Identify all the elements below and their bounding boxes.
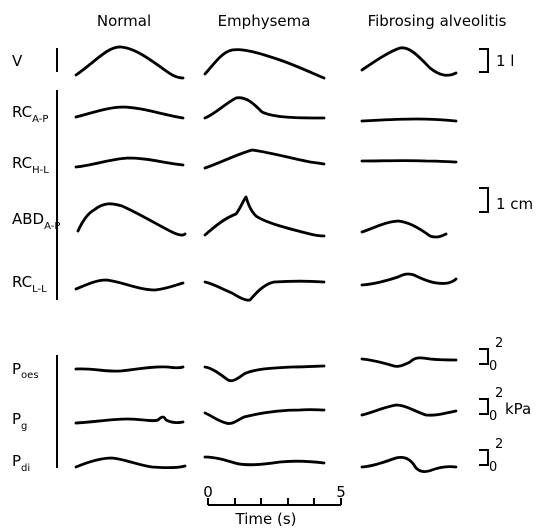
column-header-emphysema: Emphysema <box>218 12 311 30</box>
row-label-rc-hl: RCH-L <box>12 154 49 176</box>
scale-volume-bracket: 1 l <box>479 48 514 73</box>
trace-emphysema-rc-ap <box>203 96 326 120</box>
trace-emphysema-rc-ll <box>203 279 326 302</box>
trace-normal-v <box>74 45 185 80</box>
row-label-rc-ap: RCA-P <box>12 103 48 125</box>
row-label-abd-ap: ABDA-P <box>12 210 60 232</box>
trace-normal-p-g <box>74 415 185 425</box>
trace-normal-abd-ap <box>76 202 187 237</box>
scale-pressure-unit: kPa <box>505 400 531 418</box>
row-label-p-di: Pdi <box>12 452 30 474</box>
trace-emphysema-p-di <box>203 455 326 467</box>
trace-normal-p-di <box>74 456 187 470</box>
trace-emphysema-p-g <box>203 408 326 425</box>
trace-emphysema-p-oes <box>203 364 326 383</box>
trace-fibrosing-rc-hl <box>360 159 458 164</box>
trace-fibrosing-rc-ap <box>360 117 458 123</box>
time-axis-start: 0 <box>203 483 213 501</box>
row-labels: V RCA-P RCH-L ABDA-P RCL-L Poes Pg Pdi <box>12 52 60 474</box>
scale-displacement-label: 1 cm <box>496 195 533 213</box>
trace-normal-rc-ap <box>74 105 185 120</box>
column-fibrosing-traces <box>360 46 458 473</box>
column-header-normal: Normal <box>97 12 151 30</box>
time-axis-end: 5 <box>336 483 346 501</box>
trace-emphysema-v <box>203 48 326 80</box>
trace-fibrosing-p-di <box>360 456 458 473</box>
column-emphysema-traces <box>203 48 326 467</box>
row-label-v: V <box>12 52 23 70</box>
scale-pressure-bracket-oes: 2 0 <box>479 336 503 374</box>
row-label-p-g: Pg <box>12 410 27 432</box>
trace-normal-rc-ll <box>74 278 185 292</box>
trace-fibrosing-p-oes <box>360 356 458 368</box>
row-label-p-oes: Poes <box>12 360 39 381</box>
time-axis-label: Time (s) <box>235 510 297 528</box>
trace-fibrosing-abd-ap <box>360 219 448 239</box>
scale-displacement-bracket: 1 cm <box>479 187 533 213</box>
scale-g-top: 2 <box>495 386 503 401</box>
trace-emphysema-abd-ap <box>203 195 326 238</box>
scale-di-top: 2 <box>495 437 503 452</box>
scale-volume-label: 1 l <box>496 52 514 70</box>
scale-g-bottom: 0 <box>489 409 497 424</box>
time-axis: 0 5 Time (s) <box>203 483 346 528</box>
scale-di-bottom: 0 <box>489 460 497 475</box>
trace-fibrosing-v <box>360 46 458 77</box>
scale-oes-bottom: 0 <box>489 359 497 374</box>
trace-normal-rc-hl <box>74 156 185 169</box>
scale-pressure-bracket-di: 2 0 <box>479 437 503 475</box>
trace-fibrosing-p-g <box>360 403 458 417</box>
row-label-rc-ll: RCL-L <box>12 273 47 295</box>
trace-emphysema-rc-hl <box>203 148 326 170</box>
column-normal-traces <box>74 45 187 470</box>
scale-pressure-bracket-g: 2 0 kPa <box>479 386 531 424</box>
column-header-fibrosing-alveolitis: Fibrosing alveolitis <box>368 12 507 30</box>
scale-oes-top: 2 <box>495 336 503 351</box>
trace-fibrosing-rc-ll <box>360 272 458 287</box>
trace-normal-p-oes <box>74 365 185 373</box>
